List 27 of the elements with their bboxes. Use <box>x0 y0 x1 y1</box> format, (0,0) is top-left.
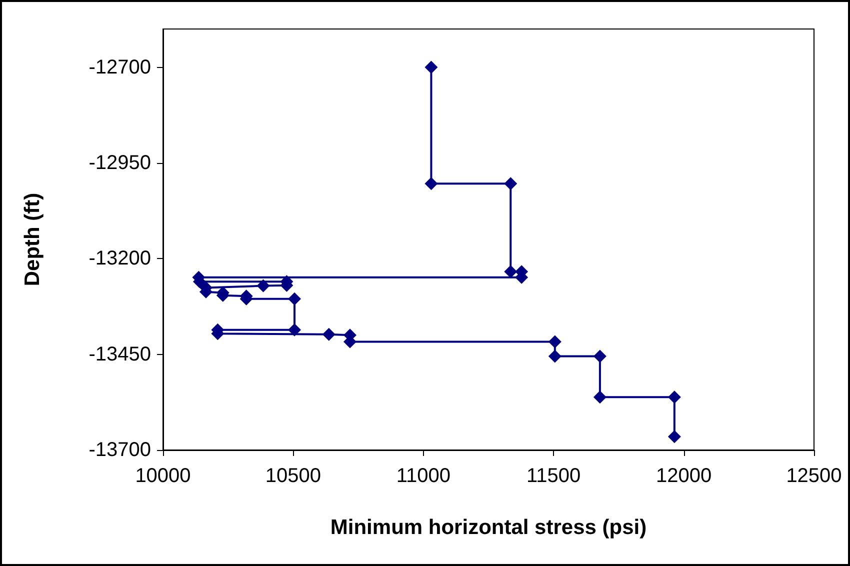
point <box>322 328 336 341</box>
point <box>593 350 606 363</box>
point <box>424 60 438 74</box>
point <box>504 177 518 190</box>
point <box>668 390 681 404</box>
y-tick-label: -12950 <box>88 152 151 174</box>
y-tick-label: -13450 <box>88 343 151 366</box>
y-tick-label: -13200 <box>88 248 151 270</box>
point <box>504 265 518 278</box>
point <box>548 335 562 348</box>
x-tick-label: 12000 <box>656 465 712 487</box>
x-tick-label: 11500 <box>526 465 581 487</box>
x-tick-label: 10000 <box>135 465 191 487</box>
x-tick-label: 11000 <box>396 465 450 487</box>
y-tick-label: -13700 <box>88 439 151 461</box>
point <box>593 390 606 404</box>
y-axis-title: Depth (ft) <box>21 192 44 286</box>
x-tick-label: 10500 <box>265 465 322 487</box>
point <box>288 323 301 336</box>
x-axis-title: Minimum horizontal stress (psi) <box>330 516 647 539</box>
point <box>668 430 681 444</box>
point <box>548 350 562 363</box>
y-tick-label: -12700 <box>88 56 151 78</box>
point <box>424 177 438 190</box>
point <box>256 279 270 292</box>
x-tick-label: 12500 <box>786 465 842 487</box>
point <box>288 292 301 306</box>
